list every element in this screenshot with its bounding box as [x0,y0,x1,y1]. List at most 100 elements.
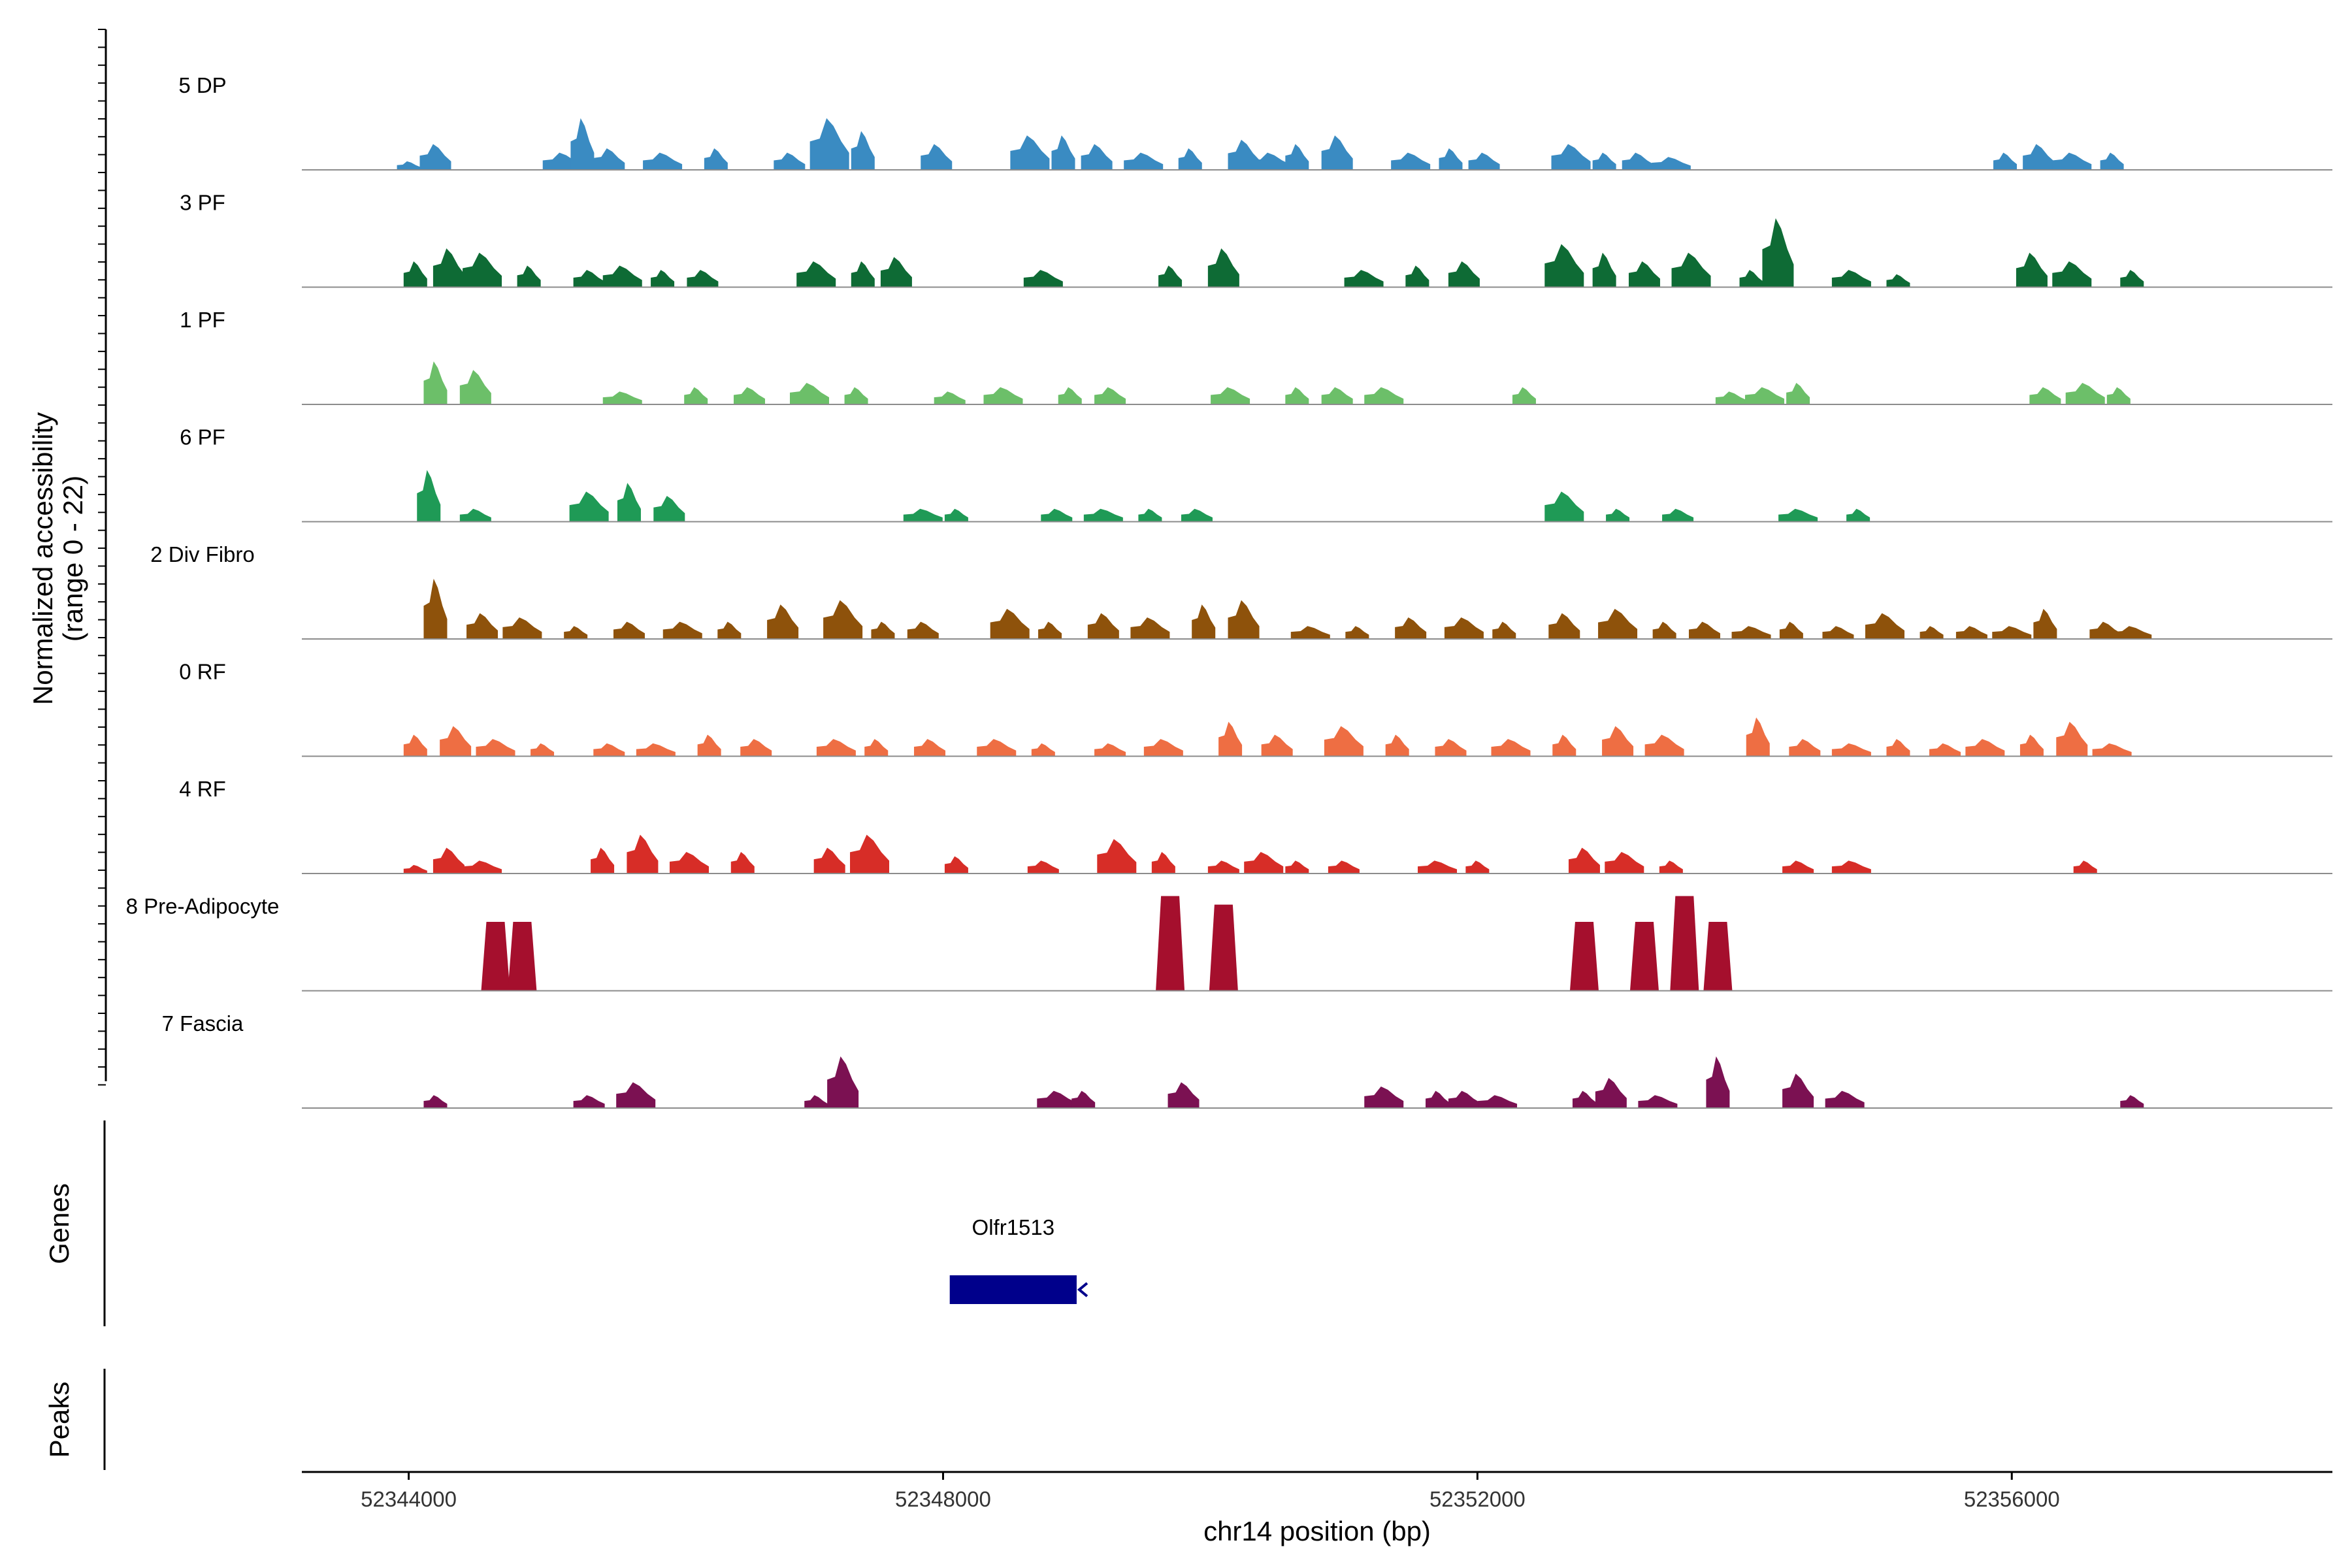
peak [1250,152,1290,170]
peak [1706,1056,1730,1108]
peak [1622,152,1654,170]
peak [850,834,890,874]
peak [1448,1090,1480,1108]
peak [1023,270,1063,287]
peak [1831,743,1871,757]
track-label: 0 RF [179,660,226,684]
peaks-track: Peaks [44,1369,106,1470]
peak [1831,860,1871,874]
peak [1158,265,1183,287]
peak [1822,626,1854,639]
x-tick-label: 52344000 [361,1487,457,1511]
peak [1031,743,1055,757]
track-6-pf: 6 PF [180,425,2332,523]
peak [1081,144,1113,170]
peak [983,387,1023,404]
track-label: 4 RF [179,777,226,801]
peak [914,739,946,757]
peak [1548,613,1580,639]
peak [669,852,709,874]
peak [1638,1095,1678,1108]
peak [1652,621,1676,639]
peak [1345,626,1369,639]
peak [921,144,953,170]
track-0-rf: 0 RF [179,660,2332,757]
gene-body [949,1275,1077,1304]
peak [1094,387,1126,404]
peak [1344,270,1384,287]
peak [1448,261,1480,287]
peak [1993,152,2017,170]
peak [944,856,968,874]
peak [1629,922,1659,991]
x-axis-title: chr14 position (bp) [1203,1516,1431,1546]
peak [653,495,685,522]
peak [809,118,849,170]
peak [481,922,510,991]
peak [466,613,498,639]
peak [1865,613,1905,639]
peak [1465,860,1490,874]
peak [1512,387,1536,404]
peak [1592,152,1616,170]
peak [1439,148,1463,170]
peak [684,387,708,404]
track-label: 6 PF [180,425,225,449]
peak [1328,860,1360,874]
peak [476,739,515,757]
peak [774,152,806,170]
x-tick-label: 52348000 [895,1487,991,1511]
peak [1739,270,1763,287]
peak [1651,157,1691,170]
peak [417,470,441,522]
peak [517,265,541,287]
peak [397,161,421,170]
peak [1261,734,1293,757]
track-label: 8 Pre-Adipocyte [126,894,280,919]
peak [944,508,968,522]
peak [903,508,943,522]
peak [1244,852,1284,874]
gene-name: Olfr1513 [972,1215,1055,1239]
peak [1703,922,1733,991]
peak [1468,152,1500,170]
peak [1094,743,1126,757]
peak [2120,270,2144,287]
peak [2092,743,2132,757]
peak [1552,734,1576,757]
peak [2016,252,2048,287]
peak [1324,726,1364,757]
peak [1124,152,1164,170]
peak [423,1095,448,1108]
peak [1644,734,1684,757]
peak [871,621,895,639]
peak [1391,152,1431,170]
peak [602,391,642,404]
peak [433,847,465,874]
peak [1595,1077,1627,1108]
peak [2052,152,2092,170]
peak [508,922,537,991]
peak [2056,721,2088,757]
peak [1731,626,1771,639]
peak [627,834,659,874]
peak [1744,387,1784,404]
peak [1662,508,1694,522]
peak [613,621,645,639]
peak [643,152,683,170]
peak [704,148,728,170]
peak [1285,860,1309,874]
track-label: 2 Div Fibro [150,542,255,566]
peak [1051,135,1075,170]
peak [687,270,719,287]
peak [864,739,889,757]
peak [2065,383,2105,404]
peak [1929,743,1961,757]
peak [1181,508,1213,522]
x-tick-label: 52356000 [1964,1487,2060,1511]
peak [1551,144,1591,170]
peak [1027,860,1059,874]
peak [730,852,755,874]
